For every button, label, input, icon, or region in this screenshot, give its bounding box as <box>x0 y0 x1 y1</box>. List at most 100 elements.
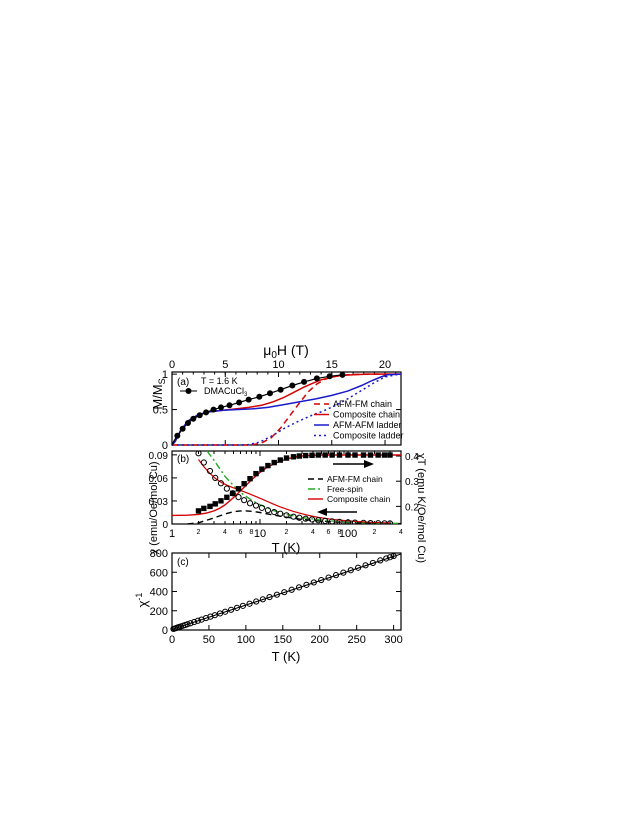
panel-b-legend-label: Free-spin <box>327 484 363 494</box>
panel-a-data-line <box>171 374 343 446</box>
panel-b-chi-point <box>351 519 359 524</box>
panel-b-chi-point <box>258 504 265 511</box>
panel-c-x-tick-label: 200 <box>311 634 329 646</box>
panel-b-chiT-point <box>195 508 202 514</box>
panel-b-y-tick-label-left: 0 <box>162 520 168 531</box>
panel-c-data-point <box>347 567 354 574</box>
panel-a-x-tick-label: 10 <box>272 359 284 371</box>
panel-c-data-point <box>369 559 377 567</box>
panel-b-chi-point <box>315 517 322 524</box>
panel-b-chi-point <box>195 451 202 457</box>
panel-b-chiT-point <box>230 490 236 496</box>
panel-b-x-minor-tick-label: 6 <box>239 529 243 536</box>
panel-b-x-minor-tick-label: 8 <box>250 529 254 536</box>
panel-a-data-key: DMACuCl3 <box>180 386 248 398</box>
panel-a-x-tick-label: 0 <box>169 359 175 371</box>
panel-b-chiT-point <box>329 452 335 458</box>
panel-b-chiT-point <box>201 505 207 512</box>
panel-b-y-tick-label-right: 0.4 <box>405 452 419 463</box>
panel-b-chiT-point <box>381 452 388 458</box>
panel-c-data-point <box>390 552 397 560</box>
panel-b-x-minor-tick-label: 6 <box>327 529 331 536</box>
panel-c-x-tick-label: 150 <box>274 634 292 646</box>
panel-b-chi-point <box>217 480 225 487</box>
panel-a-data-point <box>236 399 243 406</box>
panel-a-temperature-annotation: T = 1.6 K <box>201 376 238 386</box>
panel-a-data-point <box>210 406 217 413</box>
panel-b-chiT-point <box>322 452 328 458</box>
panel-b-chiT-point <box>360 452 367 458</box>
series-line-composite-ladder <box>172 373 402 446</box>
panel-b-chi-point <box>336 518 343 524</box>
panel-b-chiT-point <box>336 452 343 458</box>
panel-c-data-point <box>187 620 194 627</box>
panel-b-chiT-point <box>207 503 213 510</box>
panel-a-x-tick-label: 5 <box>222 359 228 371</box>
panel-a-data-point <box>339 371 346 378</box>
panel-b-x-minor-tick-label: 8 <box>338 529 342 536</box>
panel-b-chiT-point <box>352 452 358 458</box>
panel-a-data-point <box>289 382 296 389</box>
panel-b-chi-point <box>246 500 254 507</box>
panel-a-data-point <box>313 375 320 382</box>
panel-a-top-axis-label: μ0H (T) <box>263 342 309 361</box>
panel-b-x-minor-tick-label: 4 <box>311 529 315 536</box>
panel-c-data-point <box>266 593 273 601</box>
panel-b-chi-point <box>360 519 367 524</box>
panel-b-legend-label: AFM-FM chain <box>327 474 383 484</box>
panel-a-y-tick-label: 0.5 <box>153 405 168 417</box>
panel-b-x-minor-tick-label: 2 <box>373 529 377 536</box>
panel-b-x-tick-label: 1 <box>169 528 175 540</box>
panel-c: (c) T (K) χ-1 0 50 100 150 200 250 300 0 200 400 6… <box>134 548 403 664</box>
panel-b-chi-point <box>329 518 336 524</box>
panel-b-chiT-point <box>302 452 309 459</box>
panel-b-right-axis-label: χT (emu K/Oe/mol Cu) <box>415 453 427 563</box>
panel-b-chi-point <box>206 467 214 475</box>
panel-b-chi-point <box>296 514 303 521</box>
panel-a: μ0H (T) M/MS (a) T = 1.6 K DMACuCl3 0 5 10… <box>150 342 404 452</box>
panel-c-data-point <box>253 598 260 605</box>
panel-b-chiT-point <box>315 452 322 458</box>
panel-b-chi-point <box>290 513 297 520</box>
panel-c-x-tick-label: 250 <box>347 634 365 646</box>
panel-b-chiT-point <box>277 457 283 463</box>
panel-b-chiT-point <box>235 486 242 492</box>
panel-c-data-point <box>310 579 317 586</box>
panel-c-y-tick-label: 400 <box>150 587 168 599</box>
panel-b-chi-point <box>252 502 260 509</box>
panel-b-chiT-point <box>253 470 259 477</box>
panel-a-data-point <box>245 396 252 403</box>
panel-b-chiT-point <box>375 452 381 458</box>
panel-a-data-point <box>179 425 186 432</box>
panel-c-x-tick-label: 0 <box>169 634 175 646</box>
panel-c-y-tick-label: 800 <box>150 548 168 560</box>
panel-b-chi-point <box>235 494 242 501</box>
panel-b-chi-point <box>264 507 272 514</box>
panel-c-data-point <box>216 610 224 617</box>
panel-a-data-point <box>196 412 203 419</box>
panel-c-data-point <box>222 608 229 615</box>
panel-c-data-point <box>362 562 369 569</box>
panel-b-label: (b) <box>177 454 189 465</box>
panel-a-data-point <box>326 373 333 380</box>
panel-c-data-point <box>281 589 288 596</box>
panel-c-data-point <box>332 572 340 579</box>
panel-a-data-point <box>203 409 210 416</box>
panel-b-chiT-point <box>212 501 218 507</box>
panel-b-chiT-point <box>218 498 224 504</box>
panel-b-chi-point <box>386 520 394 524</box>
panel-b-legend-label: Composite chain <box>327 494 391 504</box>
panel-c-data-point <box>233 604 241 611</box>
panel-b-x-axis-label: T (K) <box>272 540 301 555</box>
panel-c-data-point <box>383 555 390 562</box>
panel-c-y-axis-label: χ-1 <box>134 593 150 608</box>
panel-a-legend-label: Composite chain <box>333 410 400 420</box>
panel-b-chi-point <box>308 516 316 523</box>
panel-a-x-tick-label: 15 <box>326 359 338 371</box>
panel-a-legend-label: AFM-AFM ladder <box>333 420 402 430</box>
panel-b-x-minor-tick-label: 4 <box>223 529 227 536</box>
panel-a-y-tick-label: 0 <box>162 440 168 452</box>
panel-a-data-point <box>217 404 224 411</box>
panel-b-chiT-point <box>241 481 247 487</box>
panel-b-chi-fit-line <box>198 459 391 524</box>
